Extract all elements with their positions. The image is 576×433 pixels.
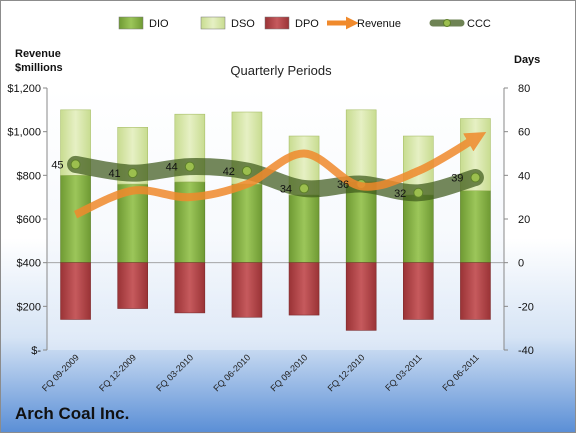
right-tick-label: -20 xyxy=(518,301,534,313)
bar-dpo xyxy=(60,262,91,320)
legend-entry-dio: DIO xyxy=(118,16,169,30)
left-axis-label-line1: Revenue xyxy=(15,48,61,60)
legend-label: DPO xyxy=(295,18,319,30)
bar-dio xyxy=(231,183,263,263)
left-tick-label: $1,000 xyxy=(7,127,41,139)
plot-area xyxy=(47,88,504,350)
bar-dio xyxy=(60,175,91,263)
x-tick-label: FQ 03-2011 xyxy=(383,352,424,393)
x-tick-label: FQ 09-2009 xyxy=(40,352,81,393)
x-tick-label: FQ 12-2009 xyxy=(97,352,138,393)
x-tick-label: FQ 09-2010 xyxy=(268,352,309,393)
left-tick-label: $200 xyxy=(17,301,41,313)
legend-entry-ccc: CCC xyxy=(429,18,491,30)
legend-marker xyxy=(443,19,451,27)
bar-dpo xyxy=(231,262,263,318)
legend-label: DIO xyxy=(149,18,169,30)
bar-dio xyxy=(345,181,377,263)
ccc-data-label: 39 xyxy=(451,173,463,185)
ccc-data-label: 42 xyxy=(223,166,235,178)
x-tick-label: FQ 06-2011 xyxy=(440,352,481,393)
ccc-labels: 45 41 44 42 34 36 32 39 xyxy=(51,159,463,199)
ccc-point xyxy=(184,161,195,172)
ccc-data-label: 36 xyxy=(337,179,349,191)
right-axis: -40 -20 0 20 40 60 80 xyxy=(47,83,534,357)
right-tick-label: 80 xyxy=(518,83,530,95)
bar-dpo xyxy=(345,262,377,331)
bar-dio xyxy=(288,194,320,263)
legend-swatch xyxy=(118,16,144,30)
bar-dpo xyxy=(117,262,148,309)
company-name: Arch Coal Inc. xyxy=(15,404,130,423)
legend-label: Revenue xyxy=(357,18,401,30)
bar-dpo xyxy=(460,262,491,320)
ccc-point xyxy=(299,183,310,194)
x-tick-label: FQ 12-2010 xyxy=(326,352,367,393)
ccc-series xyxy=(67,155,484,202)
left-tick-label: $1,200 xyxy=(7,83,41,95)
x-axis: FQ 09-2009 FQ 12-2009 FQ 03-2010 FQ 06-2010… xyxy=(40,352,481,393)
bar-dso xyxy=(345,109,377,183)
revenue-series xyxy=(73,132,487,219)
right-tick-label: 60 xyxy=(518,127,530,139)
left-tick-label: $- xyxy=(31,345,41,357)
right-tick-label: 0 xyxy=(518,258,524,270)
x-tick-label: FQ 06-2010 xyxy=(211,352,252,393)
ccc-data-label: 45 xyxy=(51,159,63,171)
revenue-line xyxy=(73,132,487,219)
left-tick-label: $600 xyxy=(17,214,41,226)
right-tick-label: -40 xyxy=(518,345,534,357)
left-axis-label-line2: $millions xyxy=(15,62,63,74)
legend-label: CCC xyxy=(467,18,491,30)
legend-entry-revenue: Revenue xyxy=(327,16,401,30)
right-axis-label: Days xyxy=(514,54,540,66)
ccc-data-label: 44 xyxy=(166,162,178,174)
left-tick-label: $800 xyxy=(17,170,41,182)
ccc-point xyxy=(413,187,424,198)
ccc-point xyxy=(127,168,138,179)
right-tick-label: 20 xyxy=(518,214,530,226)
legend-entry-dso: DSO xyxy=(200,16,255,30)
right-tick-label: 40 xyxy=(518,170,530,182)
bar-dio xyxy=(117,183,148,263)
left-axis: $- $200 $400 $600 $800 $1,000 $1,200 xyxy=(7,83,48,357)
bar-dpo xyxy=(403,262,434,320)
legend-swatch xyxy=(264,16,290,30)
ccc-data-label: 32 xyxy=(394,188,406,200)
legend-label: DSO xyxy=(231,18,255,30)
ccc-point xyxy=(70,159,81,170)
ccc-data-label: 41 xyxy=(108,168,120,180)
ccc-data-label: 34 xyxy=(280,183,292,195)
bar-dpo xyxy=(288,262,320,316)
bar-dpo xyxy=(174,262,206,314)
legend-entry-dpo: DPO xyxy=(264,16,319,30)
ccc-point xyxy=(241,165,252,176)
chart-title: Quarterly Periods xyxy=(230,63,332,78)
legend: DIO DSO DPO Revenue CCC xyxy=(118,16,491,30)
left-tick-label: $400 xyxy=(17,258,41,270)
bar-dio xyxy=(403,194,434,263)
x-tick-label: FQ 03-2010 xyxy=(154,352,195,393)
ccc-point xyxy=(470,172,481,183)
legend-swatch xyxy=(200,16,226,30)
bar-dio xyxy=(460,190,491,263)
